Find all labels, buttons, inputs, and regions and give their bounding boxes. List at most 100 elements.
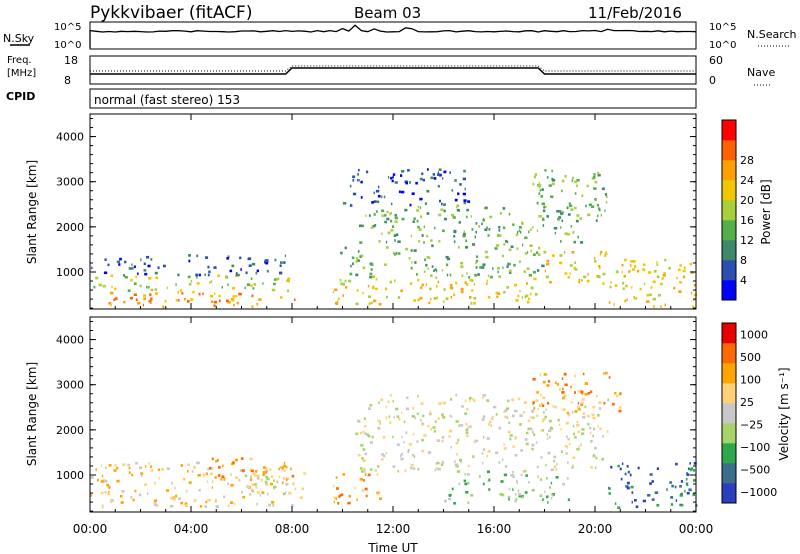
- range-gate-cell: [449, 429, 453, 433]
- colorbar-segment: [722, 483, 736, 504]
- range-gate-cell: [553, 465, 557, 468]
- range-gate-cell: [546, 433, 549, 436]
- nsky-label: N.Sky: [3, 32, 35, 45]
- range-gate-cell: [574, 261, 576, 264]
- range-gate-cell: [371, 201, 374, 204]
- range-gate-cell: [355, 260, 358, 263]
- range-gate-cell: [439, 199, 441, 203]
- range-gate-cell: [637, 466, 640, 470]
- range-gate-cell: [578, 408, 581, 411]
- range-gate-cell: [131, 263, 133, 267]
- range-gate-cell: [283, 261, 286, 264]
- range-gate-cell: [504, 409, 508, 412]
- range-gate-cell: [451, 189, 454, 192]
- range-gate-cell: [97, 478, 99, 482]
- range-gate-cell: [392, 175, 394, 179]
- range-gate-cell: [514, 436, 517, 439]
- date-label: 11/Feb/2016: [588, 4, 682, 22]
- range-gate-cell: [356, 498, 358, 501]
- range-gate-cell: [227, 255, 230, 258]
- range-gate-cell: [394, 253, 396, 257]
- range-gate-cell: [121, 490, 125, 493]
- range-gate-cell: [362, 430, 365, 434]
- range-gate-cell: [426, 256, 430, 259]
- range-gate-cell: [531, 488, 535, 492]
- range-gate-cell: [649, 482, 652, 485]
- range-gate-cell: [213, 300, 217, 304]
- range-gate-cell: [504, 415, 508, 419]
- range-gate-cell: [251, 305, 254, 308]
- colorbar-segment: [722, 403, 736, 424]
- range-gate-cell: [412, 432, 415, 436]
- colorbar-tick-label: 20: [740, 194, 754, 207]
- range-gate-cell: [583, 275, 587, 279]
- range-gate-cell: [454, 198, 458, 202]
- range-gate-cell: [523, 411, 526, 414]
- range-gate-cell: [255, 271, 258, 275]
- range-gate-cell: [610, 465, 613, 469]
- range-gate-cell: [457, 246, 460, 249]
- range-gate-cell: [472, 243, 476, 246]
- range-gate-cell: [556, 210, 560, 213]
- range-gate-cell: [521, 221, 523, 225]
- range-gate-cell: [639, 287, 642, 291]
- range-gate-cell: [527, 481, 530, 484]
- range-gate-cell: [578, 280, 580, 284]
- range-gate-cell: [485, 255, 489, 259]
- range-gate-cell: [437, 417, 440, 420]
- range-gate-cell: [649, 473, 653, 476]
- range-gate-cell: [564, 272, 568, 275]
- range-gate-cell: [226, 257, 229, 260]
- range-gate-cell: [416, 209, 420, 212]
- range-gate-cell: [508, 421, 511, 425]
- range-gate-cell: [450, 398, 452, 401]
- range-gate-cell: [217, 474, 221, 477]
- range-gate-cell: [540, 429, 542, 432]
- range-gate-cell: [463, 230, 465, 234]
- range-gate-cell: [507, 430, 511, 434]
- range-gate-cell: [427, 267, 429, 270]
- range-gate-cell: [561, 219, 564, 223]
- range-gate-cell: [481, 418, 485, 421]
- range-gate-cell: [468, 276, 471, 279]
- range-gate-cell: [210, 466, 214, 470]
- range-gate-cell: [488, 488, 491, 491]
- range-gate-cell: [508, 498, 510, 501]
- range-gate-cell: [137, 301, 141, 305]
- range-gate-cell: [283, 469, 286, 472]
- range-gate-cell: [249, 457, 253, 461]
- range-gate-cell: [676, 276, 678, 280]
- range-gate-cell: [173, 486, 176, 490]
- range-gate-cell: [101, 474, 104, 478]
- range-gate-cell: [690, 468, 693, 472]
- range-gate-cell: [184, 502, 188, 505]
- range-gate-cell: [536, 391, 539, 394]
- range-gate-cell: [405, 431, 408, 434]
- range-gate-cell: [373, 213, 376, 216]
- range-gate-cell: [550, 468, 554, 472]
- range-gate-cell: [253, 283, 257, 286]
- range-gate-cell: [408, 443, 412, 446]
- range-gate-cell: [652, 280, 656, 284]
- range-gate-cell: [236, 301, 239, 305]
- range-gate-cell: [502, 226, 506, 230]
- range-gate-cell: [486, 279, 488, 283]
- range-gate-cell: [630, 485, 634, 489]
- range-gate-cell: [692, 305, 695, 309]
- range-gate-cell: [143, 294, 147, 297]
- range-gate-cell: [362, 467, 366, 471]
- range-gate-cell: [420, 286, 423, 289]
- colorbar-segment: [722, 343, 736, 364]
- nave-label: Nave: [747, 66, 775, 79]
- range-gate-cell: [341, 493, 344, 496]
- colorbar-segment: [722, 323, 736, 344]
- range-gate-cell: [245, 271, 248, 275]
- range-gate-cell: [235, 274, 238, 277]
- range-gate-cell: [441, 460, 444, 464]
- range-gate-cell: [363, 470, 366, 473]
- range-gate-cell: [602, 435, 604, 438]
- range-gate-cell: [202, 473, 206, 477]
- range-gate-cell: [519, 414, 523, 417]
- y-tick-label: 1000: [56, 266, 84, 279]
- scatter-region-1: [93, 274, 291, 293]
